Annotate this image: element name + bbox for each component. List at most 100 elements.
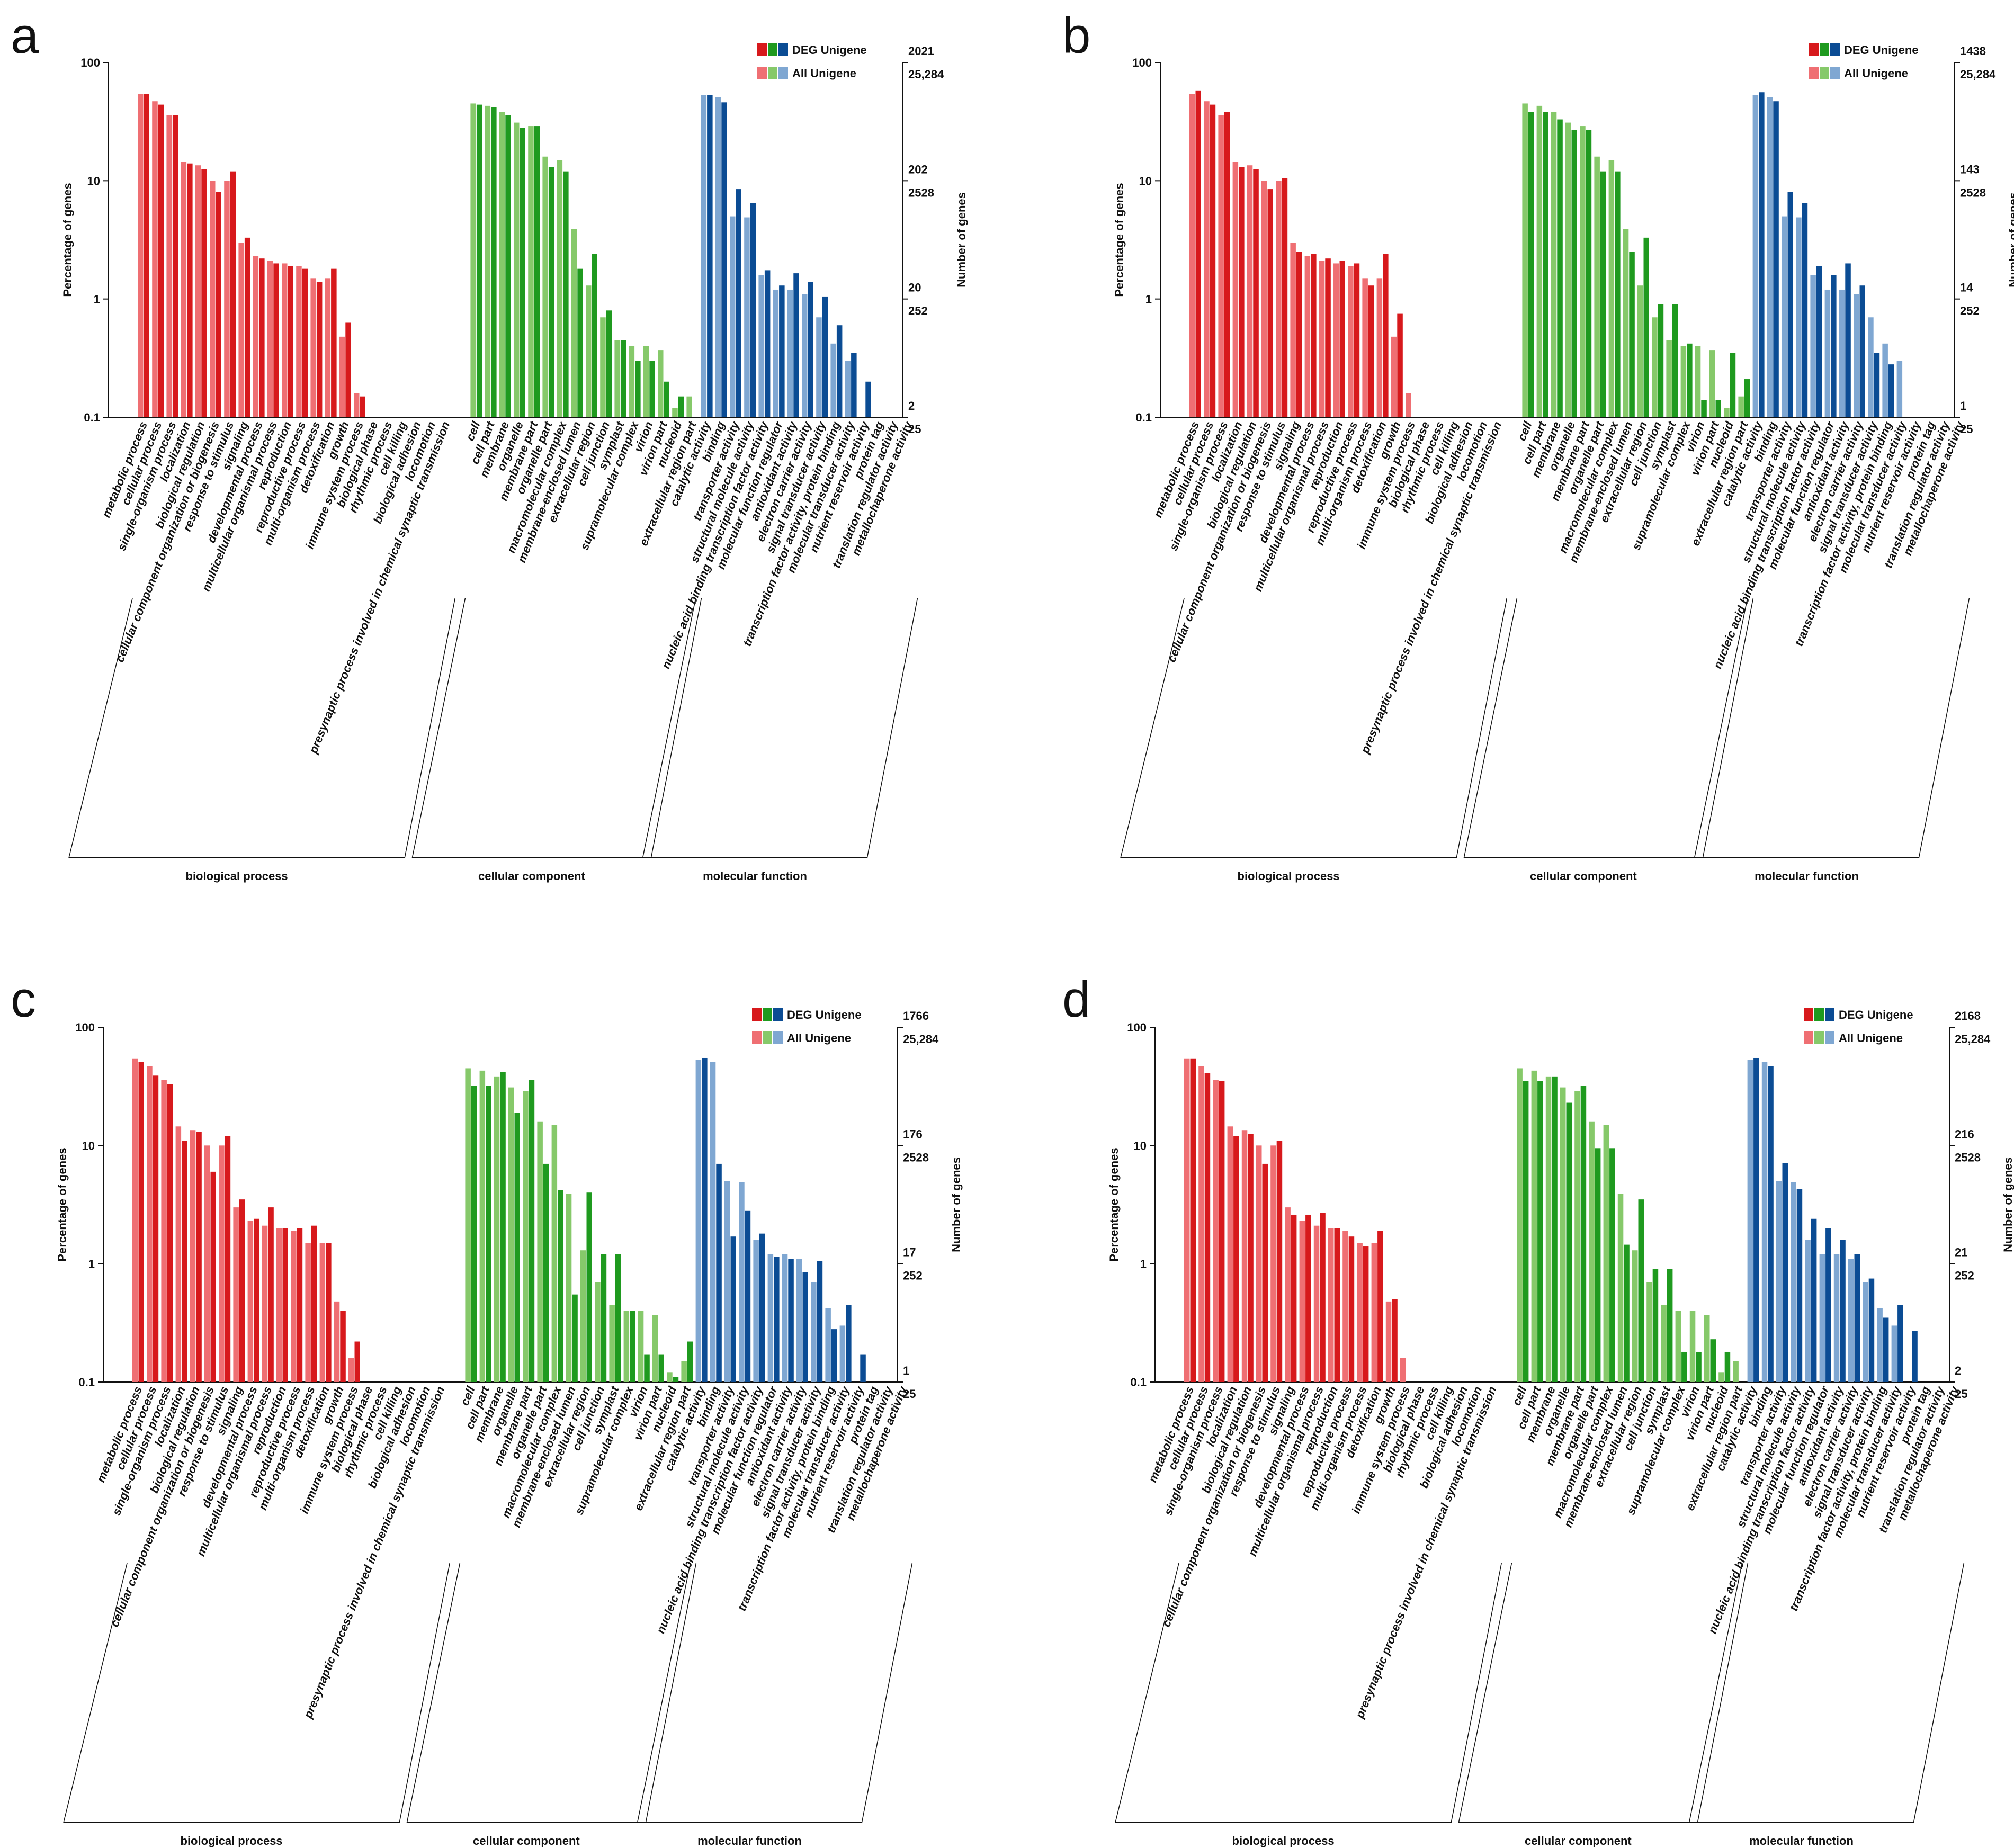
- bar-all-unigene: [1348, 266, 1354, 417]
- group-bracket-left: [411, 598, 466, 858]
- bar-all-unigene: [614, 340, 620, 417]
- bar-all-unigene: [1752, 95, 1759, 418]
- bar-all-unigene: [1854, 294, 1859, 417]
- legend-swatch-deg: [1804, 1008, 1813, 1021]
- bar-all-unigene: [190, 1130, 196, 1382]
- y-tick-label: 100: [1132, 56, 1152, 69]
- bar-all-unigene: [161, 1080, 167, 1382]
- bar-deg-unigene: [1600, 171, 1606, 417]
- bar-deg-unigene: [1368, 285, 1374, 417]
- bar-all-unigene: [175, 1126, 182, 1382]
- bar-all-unigene: [1204, 101, 1210, 418]
- bar-deg-unigene: [1897, 1305, 1903, 1382]
- bar-all-unigene: [796, 1259, 802, 1382]
- bar-all-unigene: [523, 1091, 529, 1382]
- legend-label-all: All Unigene: [787, 1031, 851, 1045]
- y-axis-title: Percentage of genes: [61, 183, 74, 297]
- bar-all-unigene: [1747, 1060, 1753, 1382]
- group-label: cellular component: [478, 869, 585, 883]
- bar-all-unigene: [1319, 261, 1325, 417]
- bar-deg-unigene: [182, 1141, 187, 1382]
- bar-all-unigene: [1276, 181, 1282, 417]
- bar-all-unigene: [1810, 275, 1816, 417]
- y2-tick-label-all: 25,284: [1955, 1033, 1991, 1046]
- bar-deg-unigene: [1825, 1228, 1831, 1382]
- group-bracket-left: [1463, 598, 1518, 858]
- y-tick-label: 0.1: [1130, 1376, 1147, 1389]
- bar-deg-unigene: [505, 115, 511, 418]
- y2-tick-label-all: 252: [908, 304, 928, 318]
- bar-all-unigene: [1877, 1308, 1883, 1382]
- bar-all-unigene: [1304, 256, 1311, 417]
- bar-all-unigene: [138, 94, 144, 418]
- bar-all-unigene: [1623, 229, 1629, 417]
- bar-all-unigene: [658, 350, 664, 417]
- bar-deg-unigene: [620, 340, 626, 417]
- bar-deg-unigene: [514, 1113, 520, 1382]
- bar-all-unigene: [1342, 1231, 1348, 1382]
- bar-deg-unigene: [1629, 252, 1635, 417]
- bar-deg-unigene: [360, 396, 365, 417]
- bar-deg-unigene: [297, 1228, 303, 1382]
- bar-deg-unigene: [1557, 119, 1563, 418]
- legend-swatch-deg: [1814, 1008, 1824, 1021]
- bar-deg-unigene: [1348, 1236, 1355, 1382]
- bar-deg-unigene: [311, 1225, 317, 1382]
- bar-deg-unigene: [1311, 254, 1317, 417]
- bar-deg-unigene: [649, 361, 655, 417]
- bar-all-unigene: [1256, 1145, 1262, 1382]
- bar-all-unigene: [224, 181, 230, 417]
- bar-all-unigene: [1782, 216, 1787, 417]
- bar-all-unigene: [339, 336, 345, 417]
- bar-deg-unigene: [1528, 112, 1534, 417]
- y-tick-label: 100: [75, 1021, 95, 1034]
- bar-deg-unigene: [808, 282, 813, 417]
- bar-deg-unigene: [187, 163, 193, 417]
- bar-deg-unigene: [702, 1057, 708, 1382]
- bar-all-unigene: [1824, 289, 1831, 417]
- bar-all-unigene: [1891, 1325, 1897, 1382]
- bar-deg-unigene: [615, 1254, 621, 1382]
- bar-deg-unigene: [1383, 254, 1389, 417]
- y-tick-label: 1: [94, 293, 100, 306]
- bar-deg-unigene: [1773, 101, 1779, 418]
- group-label: molecular function: [1749, 1834, 1854, 1847]
- bar-deg-unigene: [779, 285, 785, 417]
- bar-deg-unigene: [282, 1228, 288, 1382]
- bar-deg-unigene: [630, 1311, 635, 1382]
- group-label: biological process: [186, 869, 288, 883]
- bar-all-unigene: [494, 1076, 500, 1382]
- bar-all-unigene: [499, 112, 505, 417]
- y2-tick-label-deg: 143: [1960, 163, 1980, 176]
- group-label: cellular component: [1525, 1834, 1632, 1847]
- y2-axis-title: Number of genes: [955, 192, 968, 288]
- bar-all-unigene: [580, 1250, 586, 1382]
- y2-tick-label-deg: 2021: [908, 44, 934, 58]
- bar-deg-unigene: [658, 1354, 664, 1382]
- bar-all-unigene: [1213, 1080, 1219, 1382]
- bar-deg-unigene: [1883, 1317, 1889, 1382]
- bar-all-unigene: [325, 278, 331, 417]
- bar-all-unigene: [1738, 396, 1744, 417]
- bar-all-unigene: [811, 1282, 817, 1382]
- bar-all-unigene: [354, 393, 360, 417]
- bar-deg-unigene: [860, 1354, 866, 1382]
- bar-deg-unigene: [1672, 304, 1678, 417]
- y2-tick-label-deg: 17: [903, 1246, 916, 1259]
- bar-deg-unigene: [673, 1377, 679, 1382]
- y-axis-title: Percentage of genes: [1107, 1147, 1121, 1261]
- bar-all-unigene: [1247, 165, 1253, 417]
- bar-deg-unigene: [1802, 203, 1808, 417]
- bar-deg-unigene: [1787, 192, 1793, 417]
- bar-all-unigene: [1863, 1282, 1868, 1382]
- legend-swatch-deg: [752, 1008, 762, 1021]
- legend-swatch-deg: [757, 43, 767, 56]
- group-label: molecular function: [1755, 869, 1859, 883]
- y-tick-label: 10: [1134, 1139, 1147, 1152]
- bar-deg-unigene: [586, 1192, 592, 1382]
- bar-deg-unigene: [1195, 90, 1201, 417]
- bar-deg-unigene: [1744, 379, 1750, 417]
- bar-all-unigene: [1522, 103, 1528, 417]
- bar-deg-unigene: [331, 268, 337, 417]
- bar-deg-unigene: [678, 396, 684, 417]
